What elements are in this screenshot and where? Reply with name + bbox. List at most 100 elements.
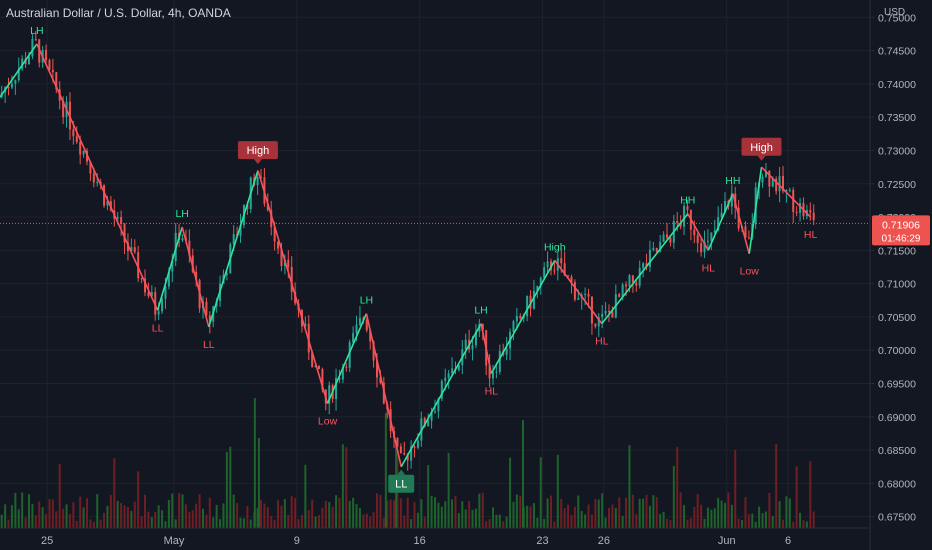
volume-bar bbox=[58, 463, 61, 528]
volume-bar bbox=[297, 519, 300, 528]
volume-bar bbox=[655, 497, 658, 528]
volume-bar bbox=[171, 493, 174, 528]
candle-body bbox=[764, 170, 767, 177]
volume-bar bbox=[386, 500, 389, 528]
volume-bar bbox=[229, 446, 232, 528]
candle-body bbox=[7, 87, 10, 89]
time-tick-label: 25 bbox=[41, 535, 53, 547]
volume-bar bbox=[659, 513, 662, 528]
volume-bar bbox=[324, 500, 327, 528]
volume-bar bbox=[161, 510, 164, 528]
volume-bar bbox=[130, 510, 133, 528]
volume-bar bbox=[273, 519, 276, 528]
volume-bar bbox=[195, 503, 198, 528]
candle-body bbox=[270, 210, 273, 228]
candle-body bbox=[277, 241, 280, 249]
volume-bar bbox=[638, 498, 641, 528]
volume-bar bbox=[27, 494, 31, 528]
candle-body bbox=[665, 234, 669, 238]
volume-bar bbox=[328, 502, 331, 528]
candle-body bbox=[406, 454, 409, 461]
volume-bar bbox=[700, 504, 703, 528]
swing-badge-pointer bbox=[757, 155, 766, 161]
candle-body bbox=[188, 240, 191, 256]
volume-bar bbox=[652, 495, 655, 528]
volume-bar bbox=[257, 438, 260, 528]
candle-body bbox=[788, 189, 791, 191]
volume-bar bbox=[768, 492, 771, 528]
swing-badge: High bbox=[741, 137, 782, 161]
swing-label: HH bbox=[680, 195, 695, 207]
candle-body bbox=[444, 377, 447, 382]
volume-bar bbox=[311, 499, 314, 528]
candle-body bbox=[157, 311, 160, 315]
candle-body bbox=[683, 205, 686, 227]
volume-bar bbox=[174, 519, 177, 528]
candle-body bbox=[164, 286, 167, 299]
volume-bar bbox=[495, 514, 498, 528]
volume-bar bbox=[109, 495, 112, 528]
candle-body bbox=[543, 267, 546, 278]
volume-bar bbox=[7, 519, 10, 528]
candle-body bbox=[812, 212, 815, 221]
volume-bar bbox=[536, 517, 539, 528]
currency-label: USD bbox=[884, 7, 905, 18]
volume-bar bbox=[10, 505, 13, 528]
last-price-tag: 0.71906 01:46:29 bbox=[872, 215, 930, 246]
volume-bar bbox=[191, 510, 194, 528]
price-axis-background bbox=[870, 0, 932, 550]
volume-bar bbox=[167, 500, 170, 528]
candle-body bbox=[352, 333, 355, 343]
candle-body bbox=[403, 453, 406, 455]
volume-bar bbox=[509, 457, 512, 528]
candle-body bbox=[730, 193, 733, 207]
swing-label: High bbox=[247, 145, 270, 157]
candle-body bbox=[205, 301, 208, 316]
volume-bar bbox=[621, 515, 624, 528]
candle-body bbox=[706, 240, 709, 242]
volume-bar bbox=[580, 510, 583, 528]
swing-label: HL bbox=[804, 229, 818, 241]
candle-body bbox=[471, 345, 474, 350]
volume-bar bbox=[259, 499, 263, 528]
candle-body bbox=[635, 282, 638, 286]
volume-bar bbox=[594, 498, 597, 528]
volume-bar bbox=[775, 443, 778, 528]
candle-body bbox=[345, 366, 348, 368]
volume-bar bbox=[331, 506, 334, 528]
candle-body bbox=[341, 366, 344, 380]
candle-body bbox=[440, 381, 443, 399]
volume-bar bbox=[618, 497, 621, 528]
candle-body bbox=[358, 317, 361, 325]
zigzag-segment bbox=[748, 167, 763, 254]
time-tick-label: 9 bbox=[294, 535, 300, 547]
candle-body bbox=[652, 247, 655, 250]
candle-body bbox=[491, 372, 495, 379]
volume-bar bbox=[249, 519, 252, 528]
candle-body bbox=[259, 177, 263, 179]
volume-bar bbox=[758, 506, 761, 528]
volume-bar bbox=[99, 519, 102, 528]
volume-bar bbox=[372, 512, 375, 528]
candle-body bbox=[150, 292, 153, 297]
volume-bar bbox=[375, 493, 379, 528]
swing-label: LH bbox=[474, 305, 487, 317]
volume-bar bbox=[201, 508, 205, 528]
volume-bar bbox=[335, 495, 338, 528]
zigzag-segment bbox=[687, 213, 709, 251]
candle-body bbox=[604, 310, 607, 314]
volume-bar bbox=[567, 504, 570, 528]
candle-body bbox=[256, 177, 259, 186]
candle-body bbox=[498, 351, 501, 372]
candle-body bbox=[645, 263, 648, 268]
volume-bar bbox=[427, 465, 430, 528]
swing-badge-pointer bbox=[253, 159, 262, 165]
volume-bar bbox=[457, 513, 460, 528]
candle-body bbox=[167, 271, 170, 287]
volume-bar bbox=[14, 492, 17, 528]
volume-bar bbox=[505, 516, 508, 528]
candle-body bbox=[311, 352, 314, 368]
candle-body bbox=[120, 217, 123, 224]
candle-body bbox=[338, 377, 341, 380]
